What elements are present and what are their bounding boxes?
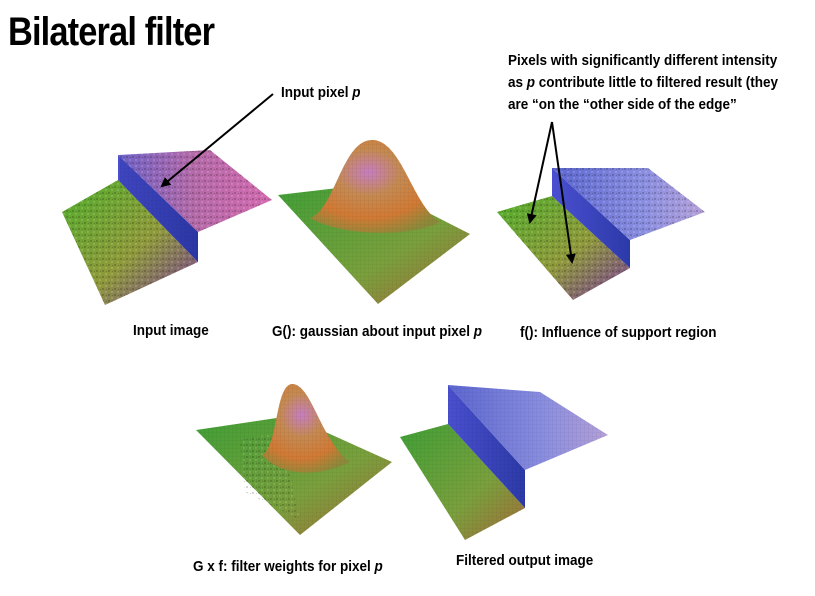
edge-note-line-2-post: contribute little to filtered result (th…	[535, 74, 779, 91]
edge-note-line-2-pre: as	[508, 74, 527, 91]
output-plot	[400, 385, 608, 540]
input-pixel-callout-var: p	[352, 84, 361, 101]
caption-gaussian-text: G(): gaussian about input pixel	[272, 323, 474, 340]
weights-plot	[196, 384, 392, 535]
caption-influence: f(): Influence of support region	[520, 324, 717, 341]
edge-note-arrow-right	[551, 121, 576, 264]
edge-note-line-2: as p contribute little to filtered resul…	[508, 72, 796, 94]
edge-note-arrow-left	[526, 121, 553, 224]
caption-weights: G x f: filter weights for pixel p	[193, 558, 383, 575]
influence-plot	[497, 168, 705, 300]
gaussian-plot	[278, 140, 470, 304]
edge-note-line-1: Pixels with significantly different inte…	[508, 52, 778, 69]
input-pixel-arrow	[160, 93, 274, 188]
edge-note: Pixels with significantly different inte…	[508, 50, 796, 116]
caption-output: Filtered output image	[456, 552, 594, 569]
edge-note-line-2-var: p	[526, 74, 536, 91]
caption-gaussian-var: p	[473, 323, 483, 340]
caption-weights-text: G x f: filter weights for pixel	[193, 558, 375, 575]
caption-gaussian: G(): gaussian about input pixel p	[272, 323, 482, 340]
caption-input-image: Input image	[133, 322, 209, 339]
slide-title: Bilateral filter	[8, 10, 215, 54]
input-pixel-callout-text: Input pixel	[281, 84, 353, 101]
input-pixel-callout: Input pixel p	[281, 84, 361, 101]
edge-note-line-3: are “on the “other side of the edge”	[508, 96, 737, 113]
caption-weights-var: p	[374, 558, 383, 575]
input-image-plot	[62, 150, 272, 305]
